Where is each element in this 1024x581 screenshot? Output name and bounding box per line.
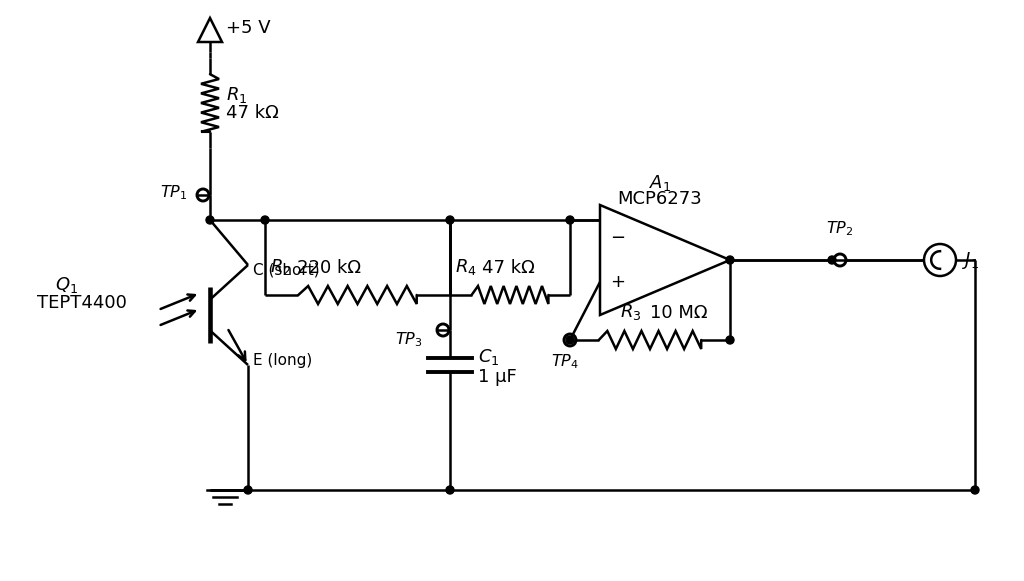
Text: 47 kΩ: 47 kΩ [482, 259, 535, 277]
Text: $TP_3$: $TP_3$ [395, 331, 423, 349]
Circle shape [566, 216, 574, 224]
Polygon shape [600, 205, 730, 315]
Text: 220 kΩ: 220 kΩ [297, 259, 361, 277]
Text: $R_3$: $R_3$ [620, 302, 641, 322]
Text: $C_1$: $C_1$ [478, 347, 500, 367]
Circle shape [828, 256, 836, 264]
Text: $R_1$: $R_1$ [226, 85, 248, 105]
Text: $J_1$: $J_1$ [962, 249, 979, 271]
Circle shape [446, 486, 454, 494]
Text: $A_1$: $A_1$ [649, 173, 671, 193]
Text: −: − [610, 229, 625, 247]
Circle shape [726, 336, 734, 344]
Text: $TP_2$: $TP_2$ [826, 219, 854, 238]
Circle shape [261, 216, 269, 224]
Text: C (short): C (short) [253, 263, 319, 278]
Text: 47 kΩ: 47 kΩ [226, 104, 279, 122]
Text: 10 MΩ: 10 MΩ [650, 304, 708, 322]
FancyArrowPatch shape [161, 310, 195, 325]
Circle shape [446, 216, 454, 224]
Text: +: + [610, 273, 625, 291]
FancyArrowPatch shape [161, 295, 195, 309]
Text: $TP_4$: $TP_4$ [551, 353, 579, 371]
Text: $R_2$: $R_2$ [270, 257, 291, 277]
Circle shape [566, 336, 574, 344]
Circle shape [726, 256, 734, 264]
Text: 1 μF: 1 μF [478, 368, 517, 386]
Text: $R_4$: $R_4$ [455, 257, 477, 277]
Text: +5 V: +5 V [226, 19, 270, 37]
Text: MCP6273: MCP6273 [617, 190, 702, 208]
Text: TEPT4400: TEPT4400 [37, 294, 127, 312]
Circle shape [244, 486, 252, 494]
Text: E (long): E (long) [253, 353, 312, 368]
FancyArrowPatch shape [228, 330, 246, 360]
Text: $Q_1$: $Q_1$ [55, 275, 78, 295]
Circle shape [206, 216, 214, 224]
Circle shape [971, 486, 979, 494]
Text: $TP_1$: $TP_1$ [160, 184, 187, 202]
